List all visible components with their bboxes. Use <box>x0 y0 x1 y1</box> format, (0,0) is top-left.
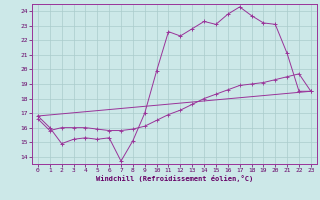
X-axis label: Windchill (Refroidissement éolien,°C): Windchill (Refroidissement éolien,°C) <box>96 175 253 182</box>
